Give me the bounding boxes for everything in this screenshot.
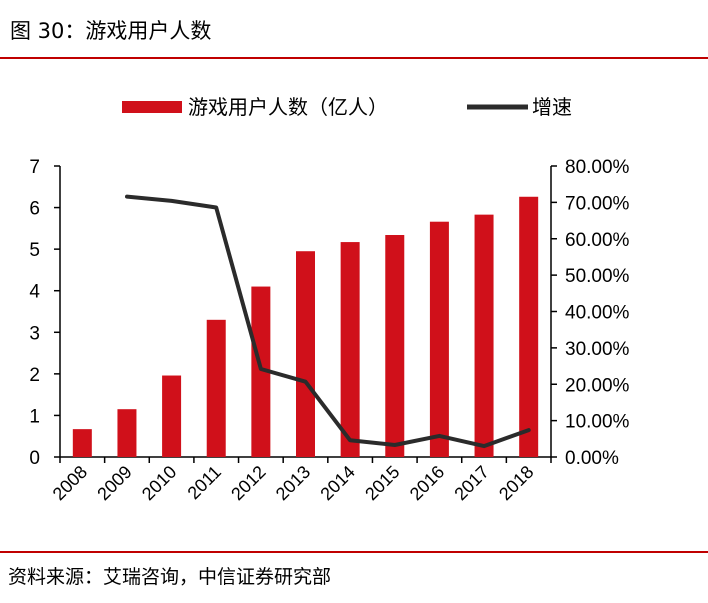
- growth-line-group: [125, 194, 531, 449]
- y2-tick-label: 40.00%: [565, 303, 630, 324]
- bar: [385, 235, 405, 457]
- legend: 游戏用户人数（亿人） 增速: [122, 95, 572, 119]
- y-tick-label: 3: [29, 323, 40, 344]
- x-tick-label: 2010: [138, 462, 180, 504]
- bar: [474, 214, 494, 457]
- x-tick-label: 2016: [406, 462, 448, 504]
- y-tick-label: 0: [29, 448, 40, 469]
- x-tick-label: 2018: [495, 462, 537, 504]
- top-divider: [0, 57, 708, 59]
- legend-swatch-bar: [122, 101, 182, 113]
- bar: [72, 429, 92, 457]
- legend-label-bar: 游戏用户人数（亿人）: [188, 95, 388, 119]
- y-tick-label: 2: [29, 365, 40, 386]
- y2-tick-label: 50.00%: [565, 266, 630, 287]
- x-tick-label: 2012: [227, 462, 269, 504]
- y2-tick-label: 70.00%: [565, 193, 630, 214]
- y-tick-label: 5: [29, 240, 40, 261]
- y-tick-label: 7: [29, 157, 40, 178]
- y2-tick-label: 10.00%: [565, 412, 630, 433]
- x-tick-label: 2017: [450, 462, 492, 504]
- x-tick-label: 2008: [49, 462, 91, 504]
- bar: [296, 251, 315, 457]
- combo-chart: 游戏用户人数（亿人） 增速 012345670.00%10.00%20.00%3…: [29, 95, 630, 504]
- x-tick-label: 2013: [272, 462, 314, 504]
- bar: [340, 242, 360, 457]
- growth-line: [125, 194, 531, 449]
- x-tick-label: 2011: [184, 462, 226, 504]
- legend-label-line: 增速: [532, 95, 572, 119]
- y2-tick-label: 20.00%: [565, 375, 630, 396]
- y2-tick-label: 60.00%: [565, 230, 630, 251]
- y-tick-label: 4: [29, 282, 40, 303]
- bottom-divider: [0, 551, 708, 553]
- bar: [117, 409, 137, 457]
- x-tick-label: 2015: [361, 462, 403, 504]
- bar: [429, 221, 449, 457]
- y-tick-label: 1: [29, 406, 40, 427]
- bar: [251, 286, 271, 457]
- bar: [519, 196, 539, 457]
- chart-title: 图 30：游戏用户人数: [10, 19, 212, 43]
- y-tick-label: 6: [29, 199, 40, 220]
- bars: [72, 196, 539, 457]
- y2-tick-label: 0.00%: [565, 448, 619, 469]
- source-note: 资料来源：艾瑞咨询，中信证券研究部: [8, 566, 332, 588]
- x-tick-label: 2009: [93, 462, 135, 504]
- bar: [206, 319, 226, 457]
- bar: [162, 375, 182, 457]
- x-tick-label: 2014: [317, 462, 359, 504]
- y2-tick-label: 80.00%: [565, 157, 630, 178]
- y2-tick-label: 30.00%: [565, 339, 630, 360]
